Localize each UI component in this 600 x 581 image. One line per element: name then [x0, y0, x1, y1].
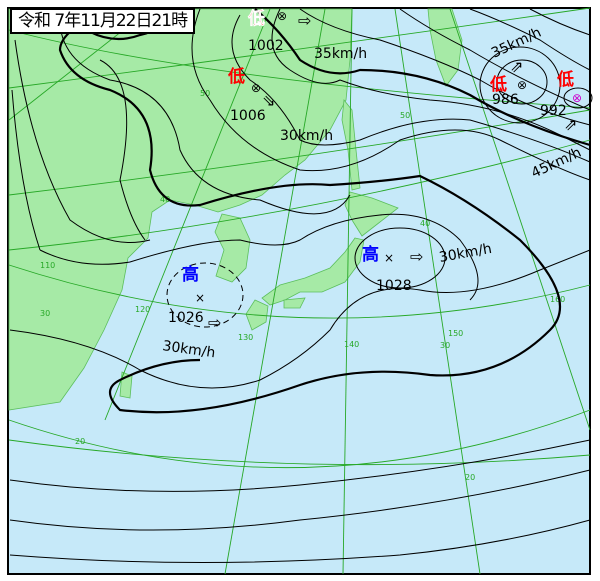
- low-label: 低: [227, 66, 245, 87]
- speed-label: 30km/h: [438, 241, 493, 266]
- speed-label: 30km/h: [161, 338, 216, 361]
- lat-label: 30: [40, 309, 50, 318]
- lat-label: 20: [465, 473, 475, 482]
- low-center-icon: ⊗: [572, 91, 582, 105]
- pressure-systems: 低 ⊗ 1002 ⇨ 35km/h 低 ⊗ 1006 ⇘ 30km/h 低 ⊗ …: [161, 8, 584, 362]
- lat-label: 50: [400, 111, 410, 120]
- pressure-value: 992: [540, 103, 567, 119]
- isobars: [9, 8, 593, 563]
- high-label: 高: [362, 244, 379, 265]
- high-center-icon: ×: [384, 251, 394, 265]
- lat-label: 30: [440, 341, 450, 350]
- movement-arrow-icon: ⇗: [510, 57, 523, 76]
- lon-label: 120: [135, 305, 150, 314]
- hokkaido: [344, 191, 399, 237]
- map-title: 令和 7年11月22日21時: [10, 8, 196, 34]
- low-center-icon: ⊗: [517, 78, 527, 92]
- low-label: 低: [247, 8, 265, 29]
- lon-label: 130: [238, 333, 253, 342]
- kamchatka-kurils: [427, 8, 463, 87]
- movement-arrow-icon: ⇘: [262, 91, 275, 110]
- lon-label: 110: [40, 261, 55, 270]
- movement-arrow-icon: ⇨: [208, 313, 221, 332]
- speed-label: 45km/h: [529, 145, 584, 182]
- speed-label: 30km/h: [280, 128, 333, 144]
- lat-label: 20: [75, 437, 85, 446]
- movement-arrow-icon: ⇗: [564, 115, 577, 134]
- honshu: [261, 237, 365, 306]
- pressure-value: 1006: [230, 108, 266, 124]
- low-center-icon: ⊗: [277, 9, 287, 23]
- low-label: 低: [556, 69, 574, 90]
- movement-arrow-icon: ⇨: [298, 11, 311, 30]
- lon-label: 150: [448, 329, 463, 338]
- low-center-icon: ⊗: [251, 81, 261, 95]
- lon-label: 140: [344, 340, 359, 349]
- low-992: 低 ⊗ 992 ⇗ 45km/h: [529, 69, 584, 182]
- lat-label: 40: [160, 195, 170, 204]
- high-center-icon: ×: [195, 291, 205, 305]
- pressure-value: 1026: [168, 310, 204, 326]
- sakhalin: [341, 98, 361, 191]
- pressure-value: 1028: [376, 278, 412, 294]
- pressure-value: 986: [492, 92, 519, 108]
- pressure-value: 1002: [248, 38, 284, 54]
- high-1026: 高 × 1026 ⇨ 30km/h: [161, 264, 221, 361]
- high-label: 高: [182, 264, 199, 285]
- low-1002: 低 ⊗ 1002 ⇨ 35km/h: [247, 8, 367, 62]
- low-986: 低 ⊗ 986 ⇗ 35km/h: [489, 25, 544, 108]
- low-1006: 低 ⊗ 1006 ⇘ 30km/h: [227, 66, 333, 144]
- dashed-isobar: [166, 262, 244, 328]
- speed-label: 35km/h: [314, 46, 367, 62]
- lat-label: 40: [420, 219, 430, 228]
- lon-label: 160: [550, 295, 565, 304]
- kyushu-shikoku: [245, 297, 306, 331]
- korea: [214, 213, 251, 283]
- movement-arrow-icon: ⇨: [410, 247, 423, 266]
- low-label: 低: [489, 74, 507, 95]
- high-1028: 高 × 1028 ⇨ 30km/h: [362, 241, 493, 294]
